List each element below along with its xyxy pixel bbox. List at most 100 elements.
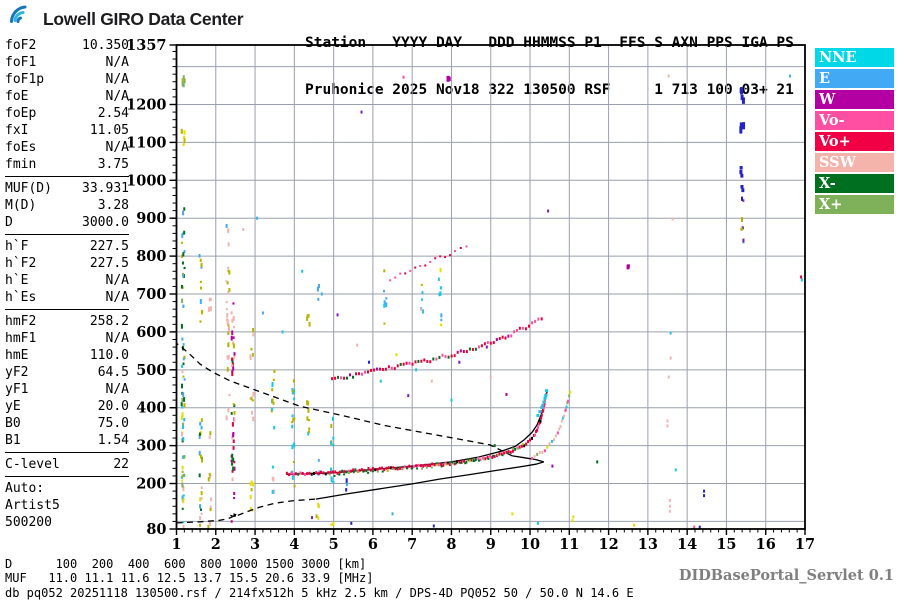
echo-noise-dot	[293, 389, 296, 394]
trace-dot-second-hop-trace	[334, 376, 337, 380]
y-axis-label: 400	[136, 400, 166, 417]
trace-dot-F-trace-o-mode	[448, 463, 451, 467]
y-axis-label: 300	[136, 438, 166, 455]
echo-noise-dot	[233, 417, 236, 423]
trace-dot-second-hop-trace	[537, 317, 540, 321]
trace-dot-second-hop-trace	[507, 334, 510, 338]
trace-dot-F-trace-o-mode	[419, 464, 422, 468]
echo-noise-dot	[231, 318, 234, 323]
trace-dot-F-trace-o-mode	[383, 468, 386, 472]
panel-separator	[5, 309, 129, 310]
echo-noise-dot	[231, 436, 234, 440]
trace-dot-F-trace-o-mode	[308, 471, 311, 475]
trace-dot-third-hop-trace	[459, 246, 462, 249]
echo-noise-dot	[271, 384, 274, 388]
echo-noise-dot	[741, 217, 744, 223]
trace-dot-F-trace-o-mode	[290, 471, 293, 475]
trace-dot-F-trace-o-mode	[408, 464, 411, 468]
trace-dot-F-trace-o-mode	[343, 470, 346, 474]
trace-dot-second-hop-trace	[459, 349, 462, 353]
trace-dot-second-hop-trace	[349, 373, 352, 377]
parameter-label: fmin	[5, 157, 37, 172]
trace-dot-F-trace-o-mode	[477, 456, 480, 460]
echo-dot	[674, 468, 677, 472]
echo-noise-dot	[225, 224, 228, 228]
parameter-row: foEp 2.54	[5, 105, 129, 122]
echo-noise-dot	[200, 508, 203, 511]
trace-dot-F-trace-o-underside	[376, 470, 379, 473]
trace-dot-third-hop-trace	[439, 255, 442, 258]
trace-dot-F-trace-o-mode	[322, 471, 325, 475]
echo-noise-dot	[183, 135, 186, 139]
echo-noise-dot	[249, 482, 252, 486]
trace-dot-F-trace-o-underside	[477, 459, 480, 462]
trace-dot-third-hop-trace	[449, 254, 452, 257]
echo-dot	[703, 494, 706, 498]
trace-dot-F-trace-x-mode	[559, 425, 562, 429]
trace-dot-F-trace-o-underside	[347, 472, 350, 475]
parameter-row: D 3000.0	[5, 214, 129, 231]
trace-dot-F-trace-o-mode	[451, 460, 454, 464]
echo-noise-dot	[291, 414, 294, 418]
echo-noise-dot	[317, 502, 320, 508]
echo-noise-dot	[231, 330, 234, 335]
echo-noise-dot	[317, 516, 320, 520]
echo-noise-dot	[250, 480, 253, 485]
trace-dot-F-trace-o-underside	[357, 471, 360, 474]
echo-noise-dot	[199, 280, 202, 284]
echo-noise-dot	[182, 494, 185, 497]
trace-dot-second-hop-trace	[405, 361, 408, 365]
trace-dot-F-trace-o-mode	[540, 416, 543, 420]
trace-dot-third-hop-trace	[434, 257, 437, 260]
trace-dot-F-trace-o-mode	[288, 473, 291, 477]
trace-dot-F-trace-o-underside	[411, 467, 414, 470]
trace-dot-F-trace-o-mode	[285, 471, 288, 475]
trace-dot-second-hop-trace	[518, 326, 521, 330]
parameter-label: foF1	[5, 55, 37, 70]
panel-separator	[5, 452, 129, 453]
parameter-row: h`Es N/A	[5, 289, 129, 306]
echo-dot	[256, 216, 259, 220]
trace-dot-F-trace-o-mode	[481, 456, 484, 460]
giro-wave-icon	[8, 4, 38, 34]
echo-noise-dot	[742, 122, 746, 130]
trace-dot-second-hop-trace	[378, 367, 381, 371]
parameter-row: foF2 10.350	[5, 37, 129, 54]
echo-dot	[336, 313, 339, 317]
trace-dot-third-hop-trace	[404, 272, 407, 275]
echo-noise-dot	[228, 287, 231, 292]
legend-item-ssw: SSW	[815, 153, 894, 172]
echo-noise-dot	[308, 427, 311, 430]
echo-noise-dot	[227, 229, 230, 233]
trace-dot-second-hop-trace	[531, 321, 534, 325]
trace-dot-F-trace-o-underside	[522, 443, 525, 446]
legend-item-vo: Vo+	[815, 132, 894, 151]
echo-noise-dot	[199, 299, 202, 304]
echo-noise-dot	[291, 475, 294, 480]
echo-noise-dot	[345, 478, 348, 484]
trace-dot-F-trace-o-mode	[354, 468, 357, 472]
trace-dot-F-trace-o-mode	[463, 459, 466, 463]
parameter-row: M(D) 3.28	[5, 197, 129, 214]
echo-noise-dot	[208, 476, 211, 479]
parameter-row: foF1p N/A	[5, 71, 129, 88]
trace-dot-second-hop-trace	[465, 350, 468, 354]
echo-noise-dot	[271, 382, 274, 386]
y-axis-label: 1000	[126, 172, 166, 189]
echo-noise-dot	[292, 460, 295, 464]
trace-dot-F-trace-o-underside	[506, 452, 509, 455]
trace-dot-F-trace-o-underside	[492, 454, 495, 457]
trace-dot-F-trace-o-underside	[367, 471, 370, 474]
trace-dot-F-trace-x-mode	[556, 431, 559, 435]
echo-dot	[511, 512, 514, 516]
trace-dot-second-hop-trace	[337, 375, 340, 379]
trace-dot-second-hop-trace	[372, 368, 375, 372]
x-axis-label: 8	[446, 536, 456, 553]
echo-dot	[668, 504, 671, 508]
parameter-row: h`F2 227.5	[5, 255, 129, 272]
trace-dot-second-hop-trace	[510, 334, 513, 338]
echo-noise-dot	[742, 238, 745, 243]
trace-dot-F-trace-o-underside	[459, 461, 462, 464]
trace-dot-F-trace-o-mode	[299, 471, 302, 475]
y-axis-label: 700	[136, 286, 166, 303]
